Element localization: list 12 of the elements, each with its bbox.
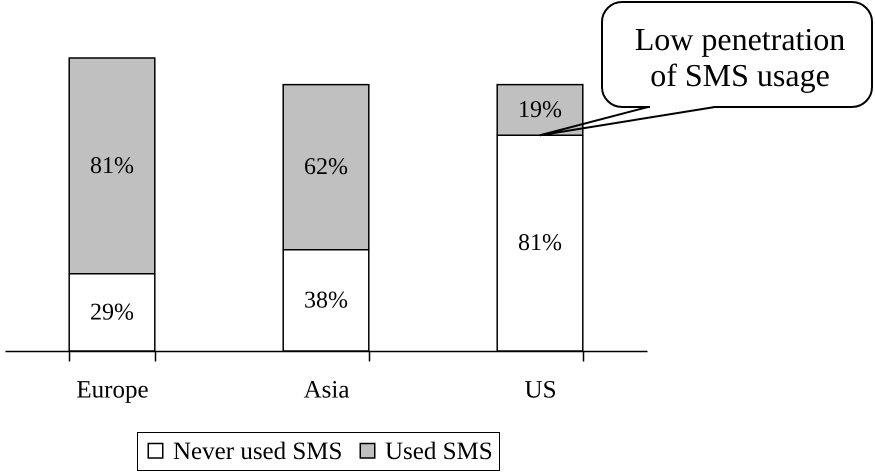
x-tick-label: Europe [76, 376, 149, 404]
annotation: Low penetration of SMS usage [634, 21, 846, 93]
x-tick-label: Asia [304, 376, 350, 404]
legend-label: Used SMS [385, 438, 493, 465]
data-label: 38% [304, 287, 348, 314]
data-label: 81% [518, 230, 562, 256]
data-label: 29% [90, 299, 134, 326]
data-label: 81% [90, 152, 134, 179]
legend-label: Never used SMS [173, 438, 342, 465]
data-label: 19% [518, 96, 562, 123]
data-label: 62% [304, 154, 348, 180]
x-tick-label: US [524, 376, 556, 404]
